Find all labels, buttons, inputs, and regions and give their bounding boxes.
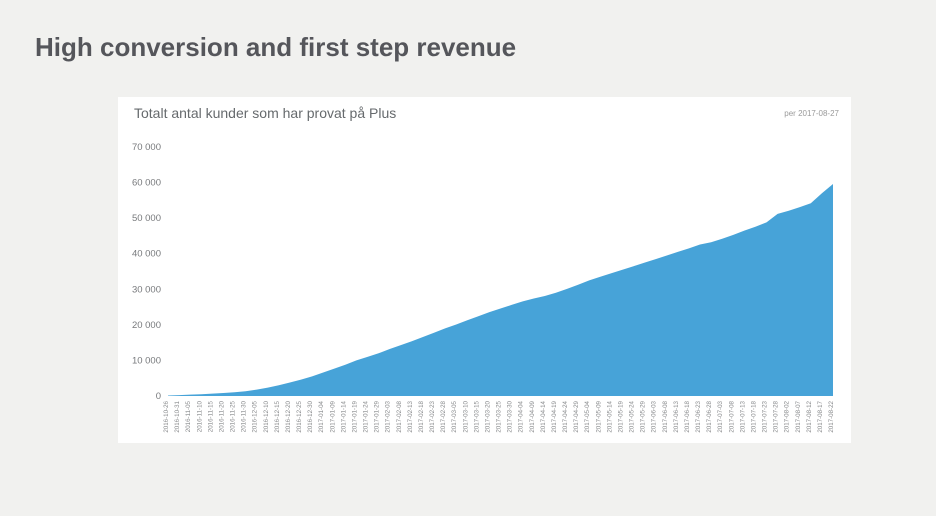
x-axis-tick-label: 2017-01-04	[318, 400, 325, 432]
x-axis-tick-label: 2016-10-26	[163, 400, 170, 432]
y-axis-tick-label: 50 000	[132, 213, 161, 224]
x-axis-tick-label: 2017-07-23	[762, 400, 769, 432]
x-axis-tick-label: 2016-12-25	[296, 400, 303, 432]
x-axis-tick-label: 2017-08-02	[784, 400, 791, 432]
x-axis-tick-label: 2017-06-28	[706, 400, 713, 432]
x-axis-tick-label: 2017-03-20	[484, 400, 491, 432]
area-chart: 0 10 000 20 000 30 000 40 000 50 000 60 000 70 …	[132, 142, 835, 433]
x-axis-tick-label: 2017-05-09	[595, 400, 602, 432]
x-axis-tick-label: 2017-06-23	[695, 400, 702, 432]
x-axis-tick-label: 2017-03-30	[507, 400, 514, 432]
x-axis-tick-label: 2017-02-18	[418, 400, 425, 432]
x-axis-tick-label: 2017-05-19	[617, 400, 624, 432]
page-title: High conversion and first step revenue	[35, 32, 517, 62]
x-axis-tick-label: 2017-01-14	[340, 400, 347, 432]
x-axis-tick-label: 2016-10-31	[174, 400, 181, 432]
x-axis-tick-label: 2017-03-25	[496, 400, 503, 432]
x-axis-tick-label: 2017-02-08	[396, 400, 403, 432]
x-axis-tick-label: 2017-02-23	[429, 400, 436, 432]
x-axis-tick-label: 2017-01-24	[363, 400, 370, 432]
x-axis-tick-label: 2016-12-15	[274, 400, 281, 432]
x-axis-tick-label: 2016-11-05	[185, 400, 192, 432]
x-axis-tick-label: 2017-04-29	[573, 400, 580, 432]
x-axis-tick-label: 2017-08-17	[817, 400, 824, 432]
y-axis-tick-label: 30 000	[132, 284, 161, 295]
chart-per-date-label: per 2017-08-27	[784, 109, 839, 118]
x-axis-tick-label: 2017-03-15	[473, 400, 480, 432]
x-axis-tick-label: 2017-04-14	[540, 400, 547, 432]
x-axis-tick-label: 2017-05-14	[606, 400, 613, 432]
x-axis-tick-label: 2017-07-03	[717, 400, 724, 432]
x-axis-tick-label: 2016-12-10	[263, 400, 270, 432]
x-axis-tick-label: 2017-05-24	[629, 400, 636, 432]
x-axis-tick-label: 2017-06-13	[673, 400, 680, 432]
x-axis-tick-label: 2016-11-15	[207, 400, 214, 432]
x-axis-tick-label: 2017-08-07	[795, 400, 802, 432]
x-axis-tick-label: 2017-02-03	[385, 400, 392, 432]
y-axis-tick-label: 10 000	[132, 355, 161, 366]
x-axis-tick-label: 2017-01-29	[374, 400, 381, 432]
x-axis-tick-label: 2017-01-09	[329, 400, 336, 432]
x-axis-tick-label: 2016-11-10	[196, 400, 203, 432]
x-axis-tick-label: 2017-04-19	[551, 400, 558, 432]
chart-title: Totalt antal kunder som har provat på Pl…	[134, 105, 397, 121]
x-axis-tick-label: 2017-02-28	[440, 400, 447, 432]
x-axis-tick-label: 2017-04-09	[529, 400, 536, 432]
y-axis-tick-label: 20 000	[132, 320, 161, 331]
x-axis-tick-label: 2017-03-10	[462, 400, 469, 432]
x-axis-tick-label: 2017-04-04	[518, 400, 525, 432]
x-axis-tick-label: 2017-01-19	[351, 400, 358, 432]
x-axis-tick-label: 2017-06-03	[651, 400, 658, 432]
x-axis-tick-label: 2016-11-30	[241, 400, 248, 432]
x-axis-tick-label: 2017-07-18	[750, 400, 757, 432]
x-axis-tick-label: 2017-06-08	[662, 400, 669, 432]
x-axis-tick-label: 2017-06-18	[684, 400, 691, 432]
x-axis-tick-label: 2017-03-05	[451, 400, 458, 432]
x-axis-tick-label: 2016-12-20	[285, 400, 292, 432]
y-axis-tick-label: 60 000	[132, 178, 161, 189]
x-axis-tick-label: 2017-04-24	[562, 400, 569, 432]
x-axis-tick-label: 2017-08-22	[828, 400, 835, 432]
y-axis-tick-label: 70 000	[132, 142, 161, 153]
x-axis-tick-label: 2017-02-13	[407, 400, 414, 432]
x-axis-tick-label: 2016-12-05	[252, 400, 259, 432]
x-axis-tick-label: 2017-07-28	[773, 400, 780, 432]
y-axis-tick-label: 0	[156, 391, 161, 402]
x-axis-tick-label: 2016-11-25	[230, 400, 237, 432]
chart-panel: Totalt antal kunder som har provat på Pl…	[118, 97, 851, 443]
x-axis-tick-label: 2016-11-20	[218, 400, 225, 432]
x-axis-tick-label: 2017-05-04	[584, 400, 591, 432]
area-series	[168, 184, 833, 396]
x-axis-tick-label: 2017-08-12	[806, 400, 813, 432]
x-axis-tick-label: 2017-07-08	[728, 400, 735, 432]
x-axis-tick-label: 2017-07-13	[739, 400, 746, 432]
x-axis-tick-label: 2016-12-30	[307, 400, 314, 432]
y-axis-tick-label: 40 000	[132, 249, 161, 260]
x-axis-tick-label: 2017-05-29	[640, 400, 647, 432]
